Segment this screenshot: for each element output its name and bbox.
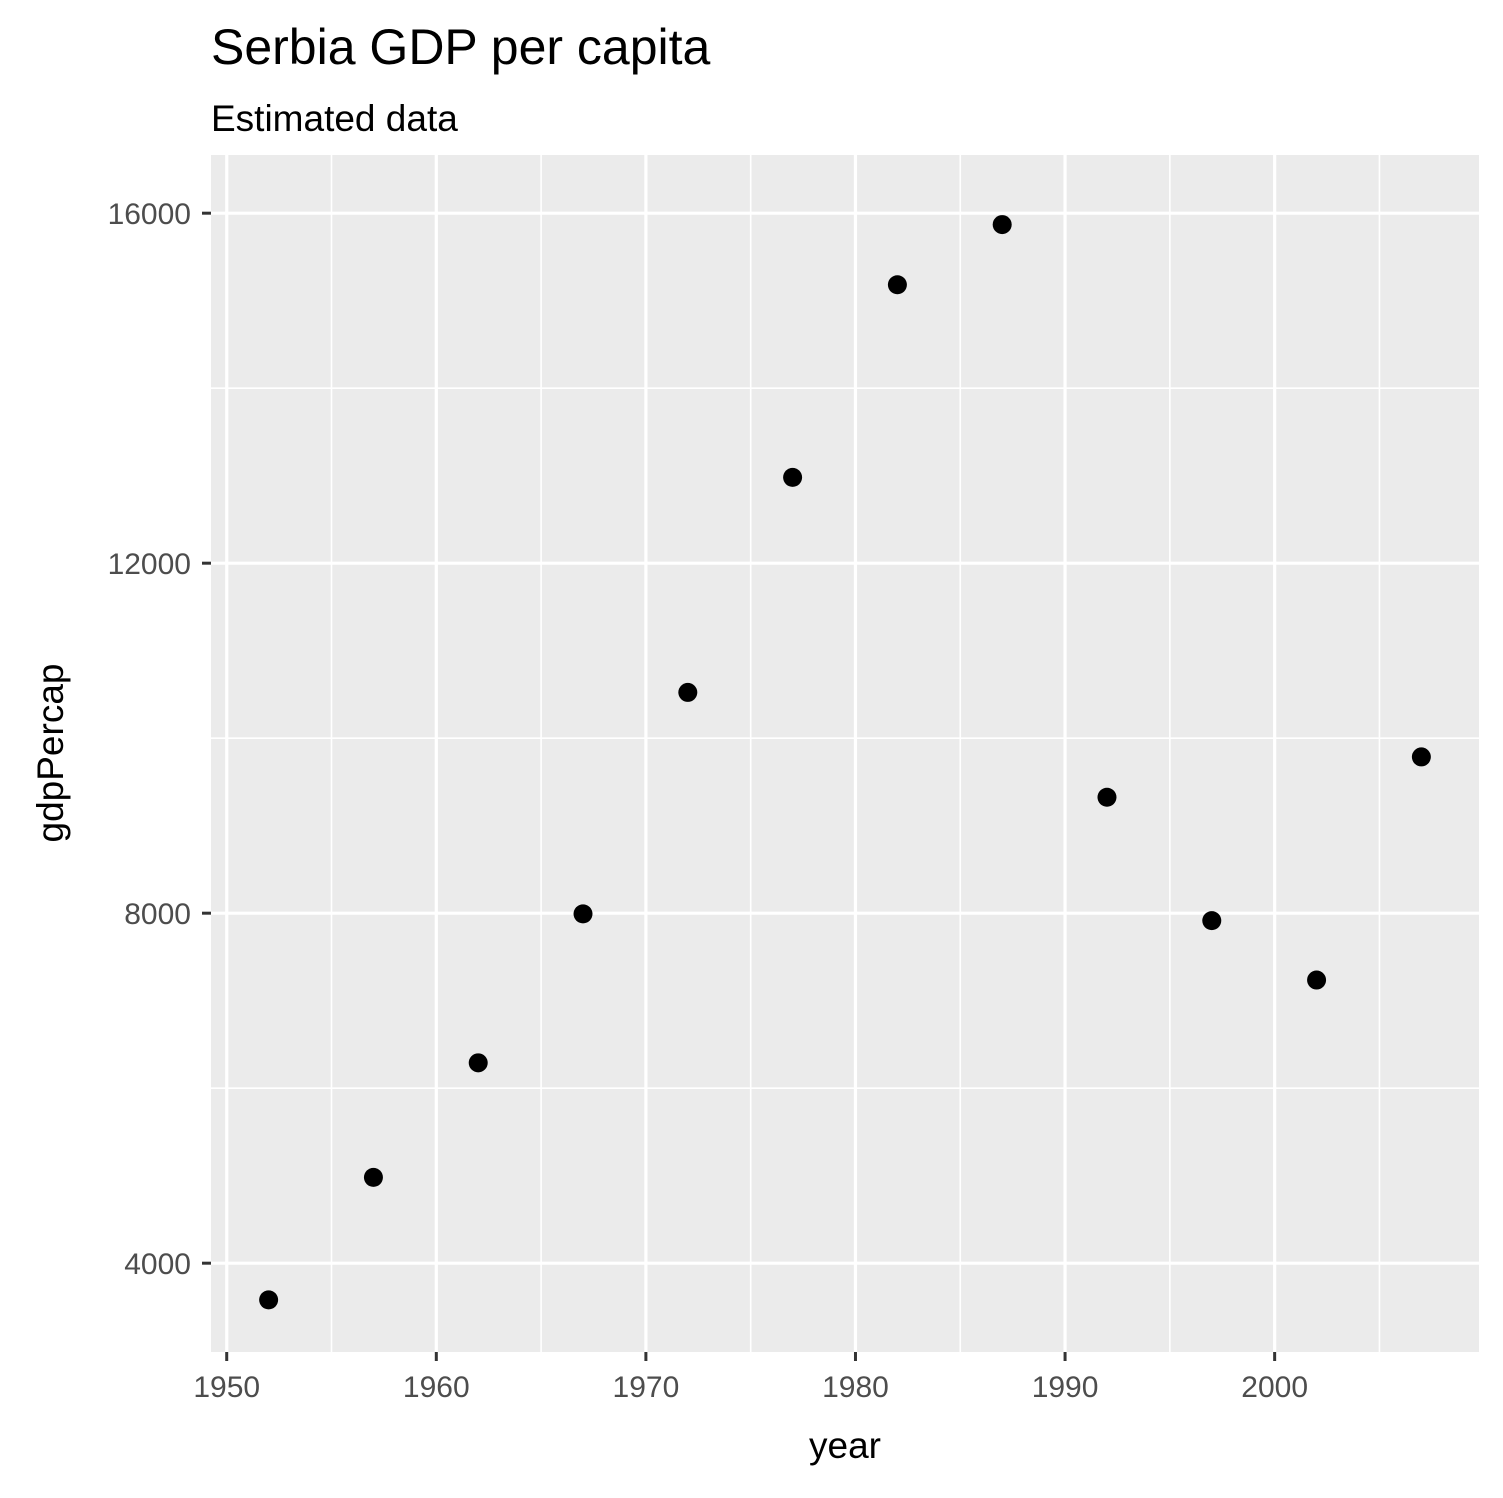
minor-gridlines: [211, 155, 1479, 1352]
y-tick-label: 8000: [124, 898, 191, 931]
x-tick-label: 1990: [1032, 1371, 1099, 1404]
x-tick-label: 1980: [822, 1371, 889, 1404]
y-tick-label: 12000: [108, 548, 191, 581]
data-point: [783, 467, 803, 487]
chart-subtitle: Estimated data: [211, 98, 458, 139]
plot-panel: [211, 155, 1479, 1352]
y-axis: 4000 8000 12000 16000: [108, 198, 211, 1281]
data-point: [1202, 911, 1222, 931]
data-points: [259, 215, 1431, 1310]
data-point: [259, 1290, 279, 1310]
data-point: [678, 682, 698, 702]
y-tick-label: 4000: [124, 1248, 191, 1281]
data-point: [1411, 747, 1431, 767]
data-point: [1307, 970, 1327, 990]
y-tick-label: 16000: [108, 198, 191, 231]
data-point: [887, 275, 907, 295]
x-axis-title: year: [809, 1425, 881, 1466]
y-axis-title: gdpPercap: [30, 664, 71, 843]
data-point: [573, 904, 593, 924]
x-tick-label: 1950: [193, 1371, 260, 1404]
data-point: [363, 1167, 383, 1187]
major-gridlines: [211, 155, 1479, 1352]
chart-title: Serbia GDP per capita: [211, 19, 711, 75]
data-point: [468, 1053, 488, 1073]
x-tick-label: 1970: [613, 1371, 680, 1404]
x-axis: 1950 1960 1970 1980 1990 2000: [193, 1352, 1308, 1404]
data-point: [992, 215, 1012, 235]
data-point: [1097, 787, 1117, 807]
x-tick-label: 1960: [403, 1371, 470, 1404]
x-tick-label: 2000: [1241, 1371, 1308, 1404]
